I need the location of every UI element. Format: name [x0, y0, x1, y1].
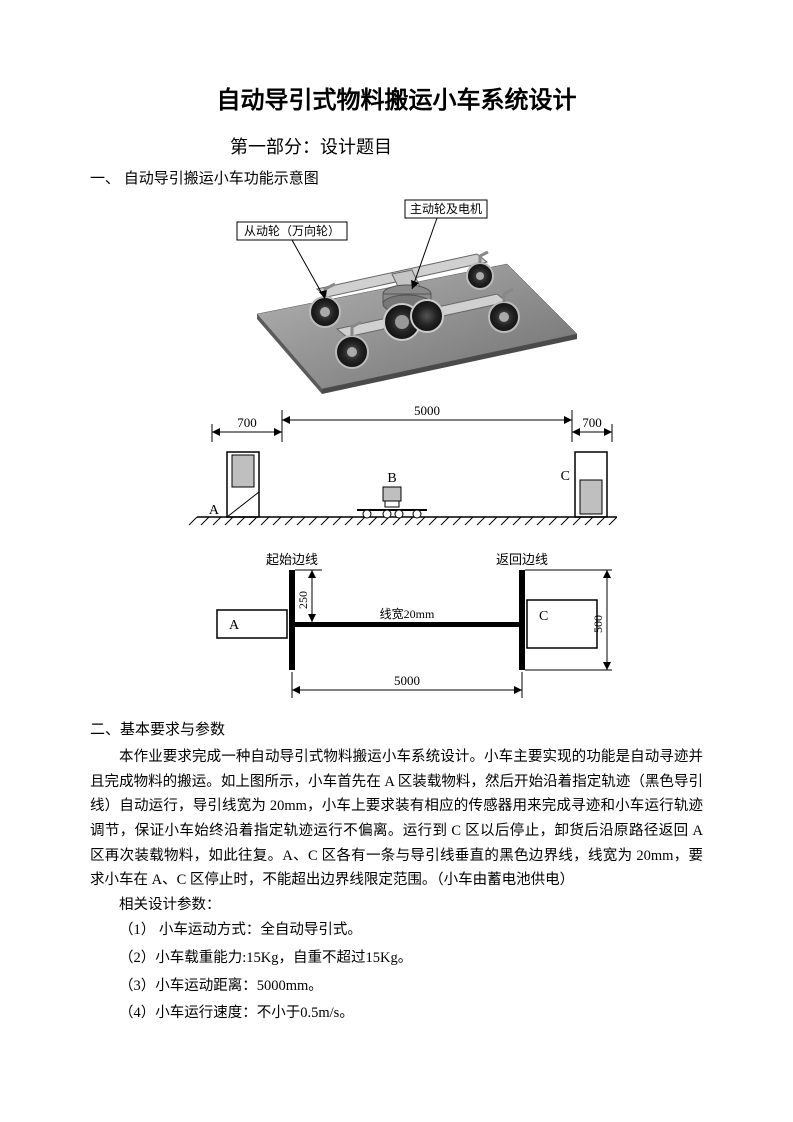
- figure-3: 起始边线 返回边线 A C 线宽20mm 250 500 5000: [90, 550, 703, 710]
- param-3: （3）小车运动距离：5000mm。: [119, 973, 703, 1001]
- fig1-label-drive: 主动轮及电机: [409, 202, 481, 216]
- page-title: 自动导引式物料搬运小车系统设计: [90, 80, 703, 115]
- fig3-A: A: [229, 618, 240, 633]
- fig3-return: 返回边线: [495, 552, 547, 567]
- figure-1: 从动轮（万向轮） 主动轮及电机: [90, 194, 703, 394]
- fig3-C: C: [539, 609, 548, 624]
- fig3-5000: 5000: [394, 673, 420, 688]
- fig3-500: 500: [591, 615, 605, 633]
- subtitle: 第一部分：设计题目: [230, 133, 703, 159]
- param-1: （1） 小车运动方式：全自动导引式。: [119, 917, 703, 945]
- fig3-start: 起始边线: [265, 552, 317, 567]
- fig2-C: C: [560, 469, 569, 484]
- main-paragraph: 本作业要求完成一种自动导引式物料搬运小车系统设计。小车主要实现的功能是自动寻迹并…: [90, 745, 703, 893]
- fig3-250: 250: [296, 591, 310, 609]
- section-2-head: 二、基本要求与参数: [90, 718, 703, 739]
- fig3-lw: 线宽20mm: [379, 606, 434, 621]
- fig2-B: B: [387, 471, 396, 486]
- section-1-head: 一、 自动导引搬运小车功能示意图: [90, 167, 703, 188]
- fig2-A: A: [208, 503, 219, 518]
- param-4: （4）小车运行速度：不小于0.5m/s。: [119, 1000, 703, 1028]
- figure-2: 5000 700 700 A C B: [90, 402, 703, 542]
- fig2-dim-700l: 700: [237, 415, 257, 430]
- fig2-dim-5000: 5000: [414, 403, 440, 418]
- param-2: （2）小车载重能力:15Kg，自重不超过15Kg。: [119, 945, 703, 973]
- params-head: 相关设计参数：: [90, 893, 703, 918]
- fig2-dim-700r: 700: [582, 415, 602, 430]
- fig1-label-driven: 从动轮（万向轮）: [243, 223, 339, 238]
